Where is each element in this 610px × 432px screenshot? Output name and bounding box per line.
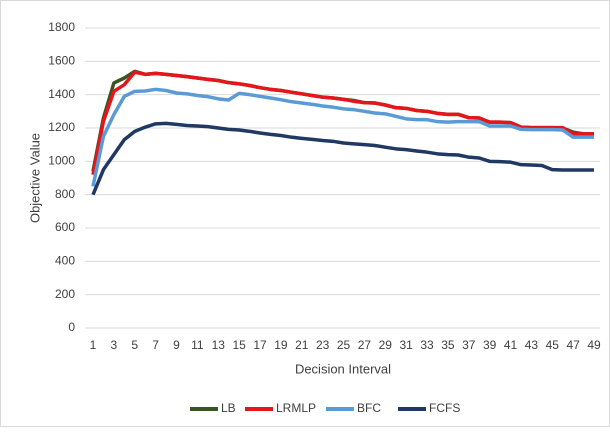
y-tick-label: 200 (55, 287, 75, 301)
y-tick-label: 800 (55, 187, 75, 201)
x-tick-label: 23 (316, 338, 330, 352)
x-tick-label: 7 (152, 338, 159, 352)
y-tick-label: 1200 (48, 120, 75, 134)
y-tick-label: 1800 (48, 20, 75, 34)
x-tick-label: 39 (483, 338, 497, 352)
x-tick-label: 43 (525, 338, 539, 352)
x-tick-label: 13 (212, 338, 226, 352)
x-tick-label: 9 (173, 338, 180, 352)
x-tick-label: 35 (441, 338, 455, 352)
x-tick-label: 21 (295, 338, 309, 352)
y-tick-label: 1600 (48, 54, 75, 68)
legend-label: LRMLP (276, 401, 316, 415)
x-tick-label: 17 (253, 338, 267, 352)
x-tick-label: 29 (379, 338, 393, 352)
y-tick-label: 600 (55, 220, 75, 234)
x-tick-label: 37 (462, 338, 476, 352)
x-tick-label: 3 (111, 338, 118, 352)
x-tick-label: 11 (191, 338, 204, 352)
x-tick-label: 41 (504, 338, 518, 352)
y-tick-label: 400 (55, 254, 75, 268)
legend-label: FCFS (429, 401, 460, 415)
y-tick-label: 0 (68, 320, 75, 334)
series-line (91, 121, 594, 196)
series-line (91, 70, 594, 176)
x-tick-label: 49 (587, 338, 601, 352)
legend-label: LB (221, 401, 236, 415)
x-axis-label: Decision Interval (295, 361, 391, 376)
x-tick-label: 1 (90, 338, 97, 352)
x-tick-label: 45 (546, 338, 560, 352)
y-tick-label: 1000 (48, 154, 75, 168)
x-tick-label: 47 (566, 338, 580, 352)
x-tick-label: 33 (420, 338, 434, 352)
x-tick-label: 19 (274, 338, 288, 352)
x-tick-label: 25 (337, 338, 351, 352)
x-tick-label: 27 (358, 338, 372, 352)
x-tick-label: 15 (232, 338, 246, 352)
x-tick-label: 5 (131, 338, 138, 352)
legend-label: BFC (357, 401, 381, 415)
y-tick-label: 1400 (48, 87, 75, 101)
series-line (91, 87, 594, 187)
y-axis-label: Objective Value (27, 133, 42, 223)
x-tick-label: 31 (399, 338, 413, 352)
